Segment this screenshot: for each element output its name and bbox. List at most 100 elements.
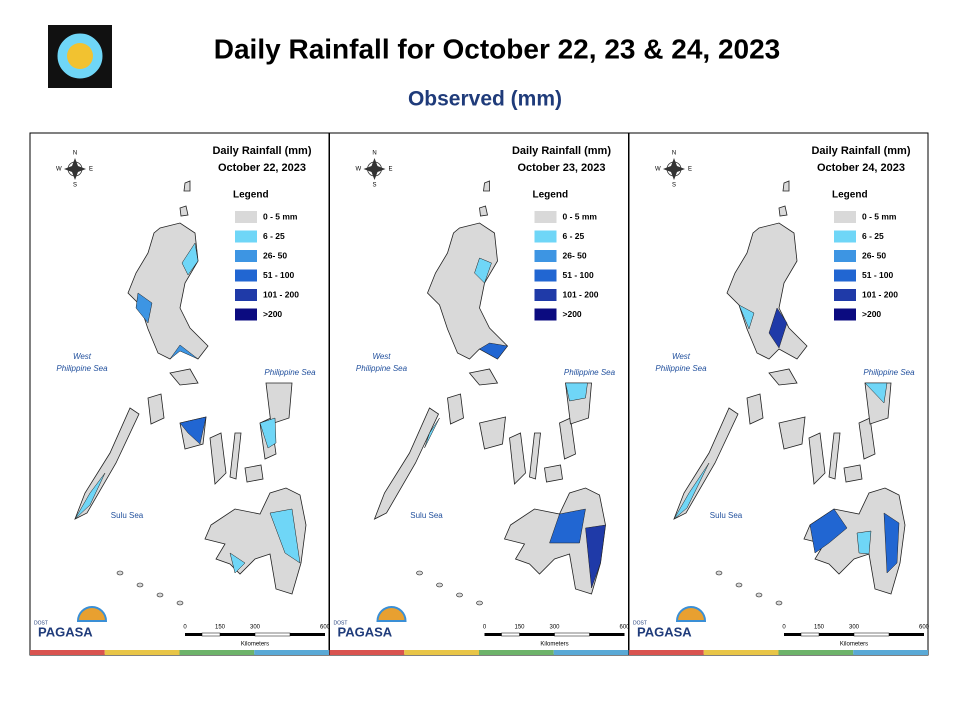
compass-s: S xyxy=(372,183,376,189)
land xyxy=(209,432,227,485)
scale-tick-label: 600 xyxy=(320,625,331,631)
color-stripe xyxy=(853,650,928,655)
legend-label: >200 xyxy=(263,309,282,319)
land xyxy=(782,180,790,192)
compass-w: W xyxy=(56,167,62,173)
island xyxy=(436,582,443,588)
sea-label: Sulu Sea xyxy=(111,511,144,520)
scale-tick-label: 0 xyxy=(483,625,487,631)
legend-swatch xyxy=(534,269,557,282)
compass-star xyxy=(663,158,685,180)
rain-area xyxy=(809,508,848,554)
land xyxy=(778,416,806,450)
sea-label: West xyxy=(372,352,391,361)
land xyxy=(559,417,576,460)
land xyxy=(768,368,798,386)
sea-label: Philippine Sea xyxy=(264,368,316,377)
island xyxy=(775,600,783,606)
legend-title: Legend xyxy=(832,190,868,201)
sea-label: West xyxy=(672,352,691,361)
land xyxy=(479,205,488,217)
land xyxy=(828,432,841,480)
logo-umbrella xyxy=(675,606,707,622)
scale-tick-label: 150 xyxy=(814,625,825,631)
island xyxy=(136,582,144,588)
legend-label: 51 - 100 xyxy=(862,270,893,280)
color-stripe xyxy=(629,650,704,655)
scale-tick-label: 150 xyxy=(514,625,525,631)
compass-star xyxy=(64,158,86,180)
rain-area xyxy=(585,524,606,589)
rain-area xyxy=(768,307,788,349)
compass-n: N xyxy=(73,151,77,157)
map-date: October 22, 2023 xyxy=(218,162,306,174)
island xyxy=(735,582,743,588)
land xyxy=(726,222,808,360)
slide-title: Daily Rainfall for October 22, 23 & 24, … xyxy=(214,33,780,64)
land xyxy=(373,407,440,520)
legend-swatch xyxy=(534,211,557,223)
land xyxy=(778,205,788,217)
rain-area xyxy=(269,508,301,564)
map-title: Daily Rainfall (mm) xyxy=(811,145,910,157)
logo-umbrella xyxy=(76,606,108,622)
rain-area xyxy=(738,304,755,330)
rain-area xyxy=(74,472,106,520)
scale-tick-label: 300 xyxy=(849,625,860,631)
land xyxy=(447,393,464,425)
map-date: October 24, 2023 xyxy=(817,162,905,174)
legend-swatch xyxy=(235,289,257,301)
rain-area xyxy=(135,292,153,324)
rain-area xyxy=(549,508,586,544)
island xyxy=(156,592,164,598)
rain-area xyxy=(181,242,199,276)
island xyxy=(116,570,124,576)
color-stripe xyxy=(553,650,629,655)
legend-swatch xyxy=(534,230,557,243)
legend-swatch xyxy=(534,308,557,321)
logo-name: PAGASA xyxy=(637,624,692,639)
compass-s: S xyxy=(672,183,676,189)
color-stripe xyxy=(104,650,180,655)
land xyxy=(858,417,876,460)
rain-area xyxy=(259,417,277,449)
legend-label: 0 - 5 mm xyxy=(563,211,598,221)
legend-swatch xyxy=(534,250,557,262)
color-stripe xyxy=(404,650,479,655)
scale-tick-label: 0 xyxy=(782,625,786,631)
logo-sun xyxy=(67,43,93,69)
land xyxy=(509,432,526,485)
compass-s: S xyxy=(73,183,77,189)
sea-label: West xyxy=(73,352,92,361)
land xyxy=(147,393,165,425)
map-date: October 23, 2023 xyxy=(517,162,605,174)
compass-e: E xyxy=(688,167,692,173)
legend-swatch xyxy=(235,308,257,321)
legend-label: 6 - 25 xyxy=(862,231,884,241)
land xyxy=(483,180,490,192)
legend-label: >200 xyxy=(862,309,881,319)
color-stripe xyxy=(703,650,779,655)
island xyxy=(176,600,184,606)
compass-w: W xyxy=(356,167,362,173)
legend-label: 26- 50 xyxy=(862,250,886,260)
scale-tick-label: 600 xyxy=(619,625,630,631)
map-title: Daily Rainfall (mm) xyxy=(212,145,311,157)
island xyxy=(755,592,763,598)
compass-e: E xyxy=(389,167,393,173)
island xyxy=(476,600,483,606)
legend-swatch xyxy=(834,230,856,243)
sea-label: Philippine Sea xyxy=(564,368,616,377)
rain-area xyxy=(856,530,872,555)
island xyxy=(416,570,423,576)
legend-swatch xyxy=(235,269,257,282)
legend-label: 26- 50 xyxy=(263,250,287,260)
legend-label: 0 - 5 mm xyxy=(263,211,298,221)
color-stripe xyxy=(479,650,554,655)
scale-tick-label: 150 xyxy=(215,625,226,631)
color-stripe xyxy=(254,650,329,655)
scale-unit: Kilometers xyxy=(241,642,269,648)
scale-bar-seg xyxy=(254,632,291,637)
